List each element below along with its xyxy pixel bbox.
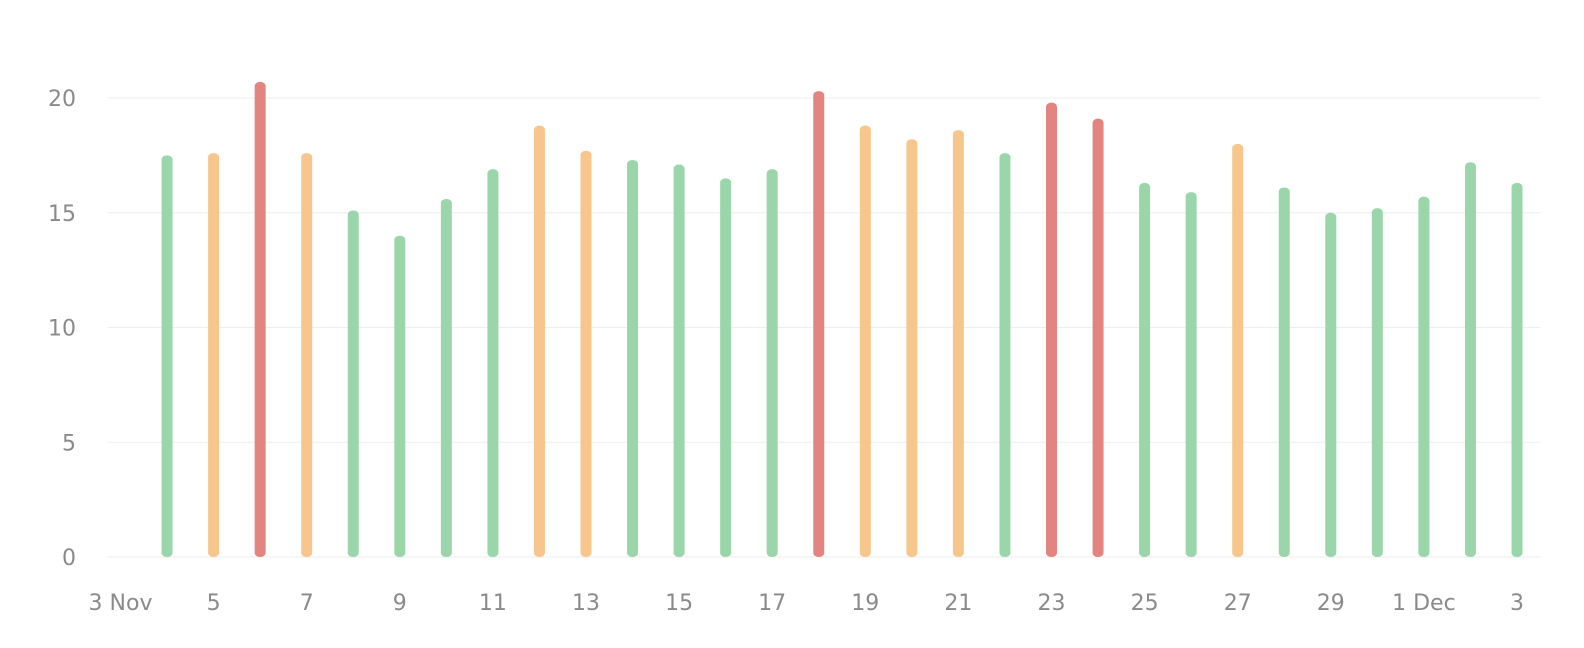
x-tick-label: 21 — [944, 591, 972, 616]
bar-16-nov[interactable] — [720, 178, 732, 557]
bar-4-nov[interactable] — [161, 155, 173, 557]
y-tick-label: 0 — [62, 546, 76, 571]
bar-20-nov[interactable] — [906, 139, 918, 557]
bar-5-nov[interactable] — [208, 153, 220, 557]
bar-19-nov[interactable] — [859, 125, 871, 557]
bar-13-nov[interactable] — [580, 150, 592, 557]
bar-30-nov[interactable] — [1371, 208, 1383, 557]
bar-9-nov[interactable] — [394, 235, 406, 557]
bars — [161, 81, 1523, 558]
y-tick-label: 15 — [48, 202, 76, 227]
bar-18-nov[interactable] — [813, 91, 825, 558]
x-tick-label: 11 — [479, 591, 507, 616]
bar-27-nov[interactable] — [1232, 143, 1244, 557]
bar-25-nov[interactable] — [1139, 182, 1151, 558]
x-tick-label: 7 — [300, 591, 314, 616]
bar-14-nov[interactable] — [627, 159, 639, 557]
bar-7-nov[interactable] — [301, 153, 313, 557]
x-tick-label: 9 — [393, 591, 407, 616]
y-tick-label: 5 — [62, 431, 76, 456]
bar-21-nov[interactable] — [952, 130, 964, 557]
x-tick-label: 25 — [1131, 591, 1159, 616]
bar-17-nov[interactable] — [766, 169, 778, 557]
bar-8-nov[interactable] — [347, 210, 359, 557]
y-tick-label: 20 — [48, 87, 76, 112]
bar-10-nov[interactable] — [440, 198, 452, 558]
x-tick-label: 5 — [207, 591, 221, 616]
bar-22-nov[interactable] — [999, 153, 1011, 557]
x-tick-label: 29 — [1317, 591, 1345, 616]
bar-24-nov[interactable] — [1092, 118, 1104, 557]
x-tick-label: 1 Dec — [1392, 591, 1456, 616]
bar-26-nov[interactable] — [1185, 192, 1197, 557]
bar-6-nov[interactable] — [254, 81, 266, 557]
bar-15-nov[interactable] — [673, 164, 685, 557]
x-tick-label: 15 — [665, 591, 693, 616]
x-tick-label: 19 — [851, 591, 879, 616]
bar-1-dec[interactable] — [1418, 196, 1430, 557]
bar-2-dec[interactable] — [1464, 162, 1476, 557]
bar-29-nov[interactable] — [1325, 212, 1337, 557]
bar-12-nov[interactable] — [533, 125, 545, 557]
x-tick-label: 3 — [1510, 591, 1524, 616]
bar-23-nov[interactable] — [1046, 102, 1057, 557]
y-axis-ticks: 0 5 10 15 20 — [48, 87, 76, 571]
x-tick-label: 3 Nov — [89, 591, 153, 616]
x-tick-label: 23 — [1038, 591, 1066, 616]
bar-11-nov[interactable] — [487, 169, 499, 557]
x-axis-ticks: 3 Nov 5 7 9 11 13 15 17 19 21 23 25 27 29 1 Dec 3 — [89, 591, 1524, 616]
x-tick-label: 13 — [572, 591, 600, 616]
x-tick-label: 27 — [1224, 591, 1252, 616]
x-tick-label: 17 — [758, 591, 786, 616]
y-tick-label: 10 — [48, 317, 76, 342]
bar-3-dec[interactable] — [1511, 182, 1523, 558]
bar-28-nov[interactable] — [1278, 187, 1290, 557]
